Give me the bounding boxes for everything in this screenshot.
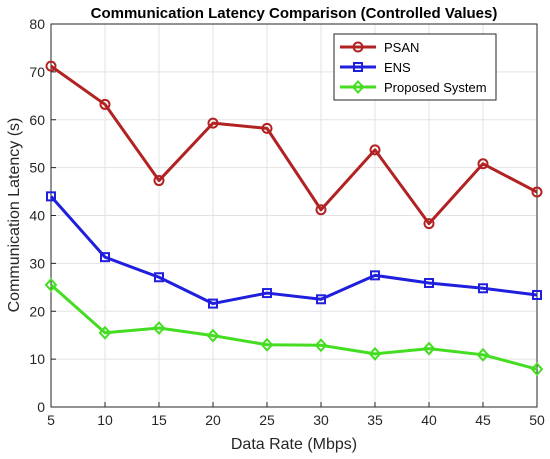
x-axis-label: Data Rate (Mbps) (231, 436, 357, 453)
legend-marker-proposed-system (351, 80, 365, 94)
data-point-proposed-system (314, 338, 328, 353)
x-tick-label: 10 (97, 412, 113, 428)
series-line-ens (49, 195, 538, 306)
data-point-psan (153, 175, 165, 187)
legend: PSAN ENS Proposed System (333, 33, 497, 101)
x-tick-label: 30 (313, 412, 329, 428)
data-point-ens (370, 270, 380, 281)
data-point-psan (45, 60, 57, 72)
y-axis-label: Communication Latency (s) (6, 118, 23, 313)
data-point-ens (424, 278, 434, 289)
data-point-proposed-system (152, 321, 166, 335)
data-point-psan (531, 186, 543, 198)
legend-label-ens: ENS (384, 60, 411, 75)
data-point-proposed-system (206, 328, 220, 343)
data-point-ens (46, 191, 56, 202)
series-line-psan (50, 64, 538, 226)
legend-label-proposed-system: Proposed System (384, 80, 487, 95)
legend-label-psan: PSAN (384, 40, 419, 55)
y-tick-label: 40 (29, 208, 45, 224)
data-point-ens (100, 252, 110, 263)
y-tick-label: 70 (29, 64, 45, 80)
data-point-proposed-system (260, 337, 274, 352)
x-tick-label: 45 (475, 412, 491, 428)
data-point-proposed-system (530, 362, 544, 377)
data-point-proposed-system (422, 341, 436, 356)
data-point-ens (208, 298, 218, 309)
data-point-proposed-system (368, 346, 382, 361)
x-tick-label: 40 (421, 412, 437, 428)
y-tick-label: 0 (37, 399, 45, 415)
data-point-ens (154, 272, 164, 283)
data-point-psan (315, 204, 327, 216)
data-point-psan (99, 98, 111, 110)
legend-marker-psan (352, 41, 364, 53)
x-tick-label: 35 (367, 412, 383, 428)
x-tick-label: 20 (205, 412, 221, 428)
data-point-ens (478, 283, 488, 294)
data-point-psan (369, 144, 381, 156)
data-point-ens (316, 294, 326, 305)
data-point-ens (532, 289, 542, 300)
series-group (44, 60, 544, 377)
data-point-ens (262, 288, 272, 299)
y-tick-label: 80 (29, 16, 45, 32)
data-point-psan (423, 218, 435, 230)
y-tick-label: 60 (29, 112, 45, 128)
y-tick-label: 10 (29, 351, 45, 367)
series-line-proposed-system (50, 283, 538, 371)
y-tick-label: 20 (29, 303, 45, 319)
series-ens (46, 191, 542, 309)
x-tick-label: 25 (259, 412, 275, 428)
data-point-proposed-system (476, 347, 490, 362)
y-tick-label: 30 (29, 255, 45, 271)
chart-title: Communication Latency Comparison (Contro… (91, 5, 498, 22)
data-point-psan (207, 117, 219, 129)
series-proposed-system (44, 277, 544, 377)
y-tick-label: 50 (29, 160, 45, 176)
x-tick-label: 15 (151, 412, 167, 428)
data-point-proposed-system (44, 277, 58, 292)
series-psan (45, 60, 543, 230)
axis-ticks: 5 10 15 20 25 30 35 40 45 50 0 10 20 30 40 50 60 70 80 (29, 16, 545, 428)
legend-marker-ens (353, 62, 363, 72)
x-tick-label: 50 (529, 412, 545, 428)
data-point-psan (261, 122, 273, 134)
data-point-psan (477, 158, 489, 170)
data-point-proposed-system (98, 325, 112, 340)
x-tick-label: 5 (47, 412, 55, 428)
